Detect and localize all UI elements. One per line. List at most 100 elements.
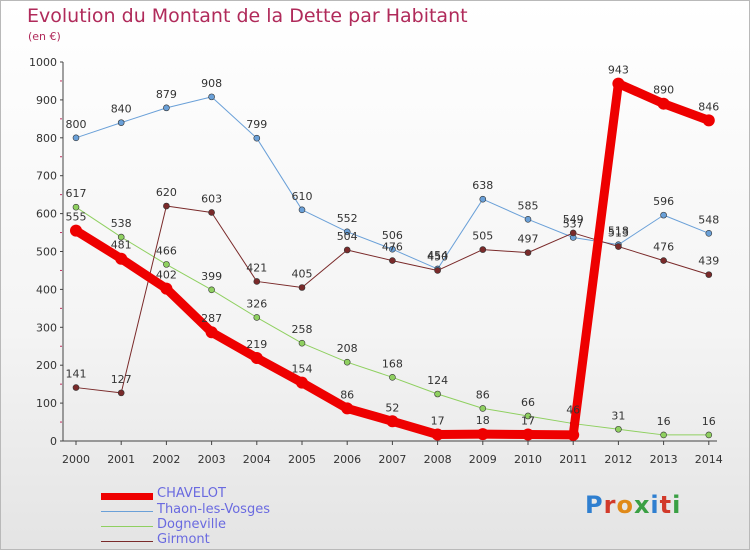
data-point-0 (612, 77, 625, 90)
data-point-1 (163, 104, 170, 112)
logo-letter: x (633, 491, 651, 519)
x-tick-label: 2001 (107, 453, 135, 466)
x-tick-label: 2005 (288, 453, 316, 466)
y-tick-label: 400 (36, 283, 57, 296)
data-label: 506 (382, 229, 403, 242)
data-label: 538 (111, 217, 132, 230)
logo-letter: r (603, 491, 617, 519)
logo-letter: P (585, 491, 604, 519)
data-label: 124 (427, 374, 448, 387)
data-point-0 (567, 428, 580, 441)
data-point-3 (72, 384, 80, 391)
data-point-2 (479, 405, 487, 412)
data-label: 617 (66, 187, 87, 200)
data-point-0 (657, 97, 670, 110)
data-point-3 (434, 267, 441, 274)
data-label: 505 (472, 230, 493, 243)
data-label: 846 (698, 100, 719, 113)
data-label: 66 (521, 396, 535, 409)
data-label: 258 (292, 323, 313, 336)
data-point-2 (389, 374, 396, 381)
data-point-1 (298, 206, 306, 214)
data-point-2 (117, 233, 125, 241)
x-tick-label: 2004 (243, 453, 271, 466)
data-point-2 (253, 314, 261, 321)
data-label: 31 (611, 409, 625, 422)
data-point-1 (117, 119, 125, 126)
data-point-2 (72, 203, 80, 211)
data-point-3 (298, 284, 306, 291)
data-point-0 (205, 326, 218, 339)
y-tick-label: 1000 (29, 56, 57, 69)
y-tick-label: 800 (36, 132, 57, 145)
data-point-3 (208, 209, 215, 216)
data-label: 548 (698, 213, 719, 226)
x-tick-label: 2000 (62, 453, 90, 466)
data-label: 141 (66, 368, 87, 381)
data-label: 219 (246, 338, 267, 351)
data-label: 168 (382, 357, 403, 370)
data-point-0 (702, 114, 715, 127)
data-label: 908 (201, 77, 222, 90)
data-label: 620 (156, 186, 177, 199)
data-label: 52 (385, 401, 399, 414)
y-unit-label: (en €) (28, 30, 61, 43)
data-point-0 (341, 402, 354, 415)
data-point-3 (343, 246, 351, 254)
data-point-2 (343, 358, 351, 366)
y-tick-label: 600 (36, 208, 57, 221)
x-tick-label: 2002 (152, 453, 180, 466)
data-point-1 (343, 228, 351, 236)
y-tick-label: 100 (36, 397, 57, 410)
data-label: 518 (608, 225, 629, 238)
data-label: 840 (111, 103, 132, 116)
data-label: 402 (156, 269, 177, 282)
x-tick-label: 2009 (469, 453, 497, 466)
data-point-1 (208, 93, 215, 101)
data-point-3 (163, 202, 170, 210)
data-point-1 (389, 245, 396, 253)
data-point-2 (163, 261, 170, 268)
data-label: 326 (246, 297, 267, 310)
x-tick-label: 2013 (650, 453, 678, 466)
data-point-2 (434, 390, 441, 398)
data-label: 890 (653, 84, 674, 97)
data-label: 208 (337, 342, 358, 355)
logo-letter: o (616, 491, 634, 519)
x-tick-label: 2008 (424, 453, 452, 466)
data-label: 17 (431, 415, 445, 428)
data-label: 481 (111, 239, 132, 252)
data-point-3 (705, 271, 713, 278)
x-tick-label: 2011 (559, 453, 587, 466)
data-point-0 (386, 415, 399, 428)
data-point-0 (522, 428, 534, 441)
data-label: 513 (608, 227, 629, 240)
data-point-0 (115, 252, 128, 265)
data-label: 18 (476, 414, 490, 427)
logo-letter: i (672, 491, 682, 519)
data-label: 552 (337, 212, 358, 225)
data-point-1 (253, 134, 261, 142)
chart-title: Evolution du Montant de la Dette par Hab… (27, 5, 468, 27)
data-point-3 (615, 243, 622, 250)
data-label: 421 (246, 261, 267, 274)
data-point-1 (72, 134, 80, 142)
logo-letter: i (650, 491, 660, 519)
legend-label-girmont: Girmont (157, 532, 210, 547)
legend-swatch-dogneville (101, 526, 153, 527)
y-tick-label: 500 (36, 246, 57, 259)
data-label: 476 (653, 241, 674, 254)
data-point-0 (250, 351, 263, 364)
data-label: 596 (653, 195, 674, 208)
y-tick-label: 900 (36, 94, 57, 107)
data-point-0 (160, 282, 173, 295)
data-label: 450 (427, 250, 448, 263)
legend-swatch-girmont (101, 541, 153, 542)
data-label: 287 (201, 312, 222, 325)
data-point-3 (117, 389, 125, 397)
data-label: 585 (518, 199, 539, 212)
data-label: 610 (292, 190, 313, 203)
data-label: 497 (518, 233, 539, 246)
